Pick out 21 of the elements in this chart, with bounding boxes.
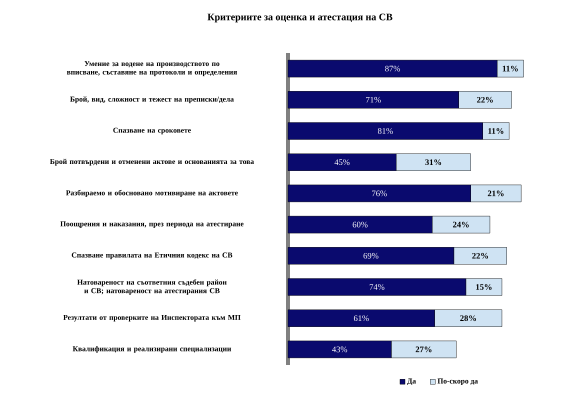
data-label: 22% [472,252,488,259]
data-label: 31% [425,159,442,166]
data-label: 81% [378,128,393,134]
data-label: 11% [488,128,504,134]
data-label: 45% [334,159,350,166]
data-label: 43% [332,346,348,352]
data-label: 22% [477,96,493,103]
data-label: 69% [364,252,378,259]
data-label: 76% [372,190,387,196]
data-label: 21% [488,190,504,196]
data-label: 28% [460,315,476,322]
data-label: 11% [502,66,518,72]
data-label: 15% [476,284,492,290]
data-label: 27% [416,346,432,352]
chart-title: Критериите за оценка и атестация на СВ [208,14,392,22]
data-label: 71% [366,96,381,103]
data-label: 24% [452,222,469,228]
data-label: 60% [352,222,368,228]
data-label: 87% [385,66,400,72]
data-label: 61% [354,315,369,322]
data-label: 74% [370,284,384,290]
